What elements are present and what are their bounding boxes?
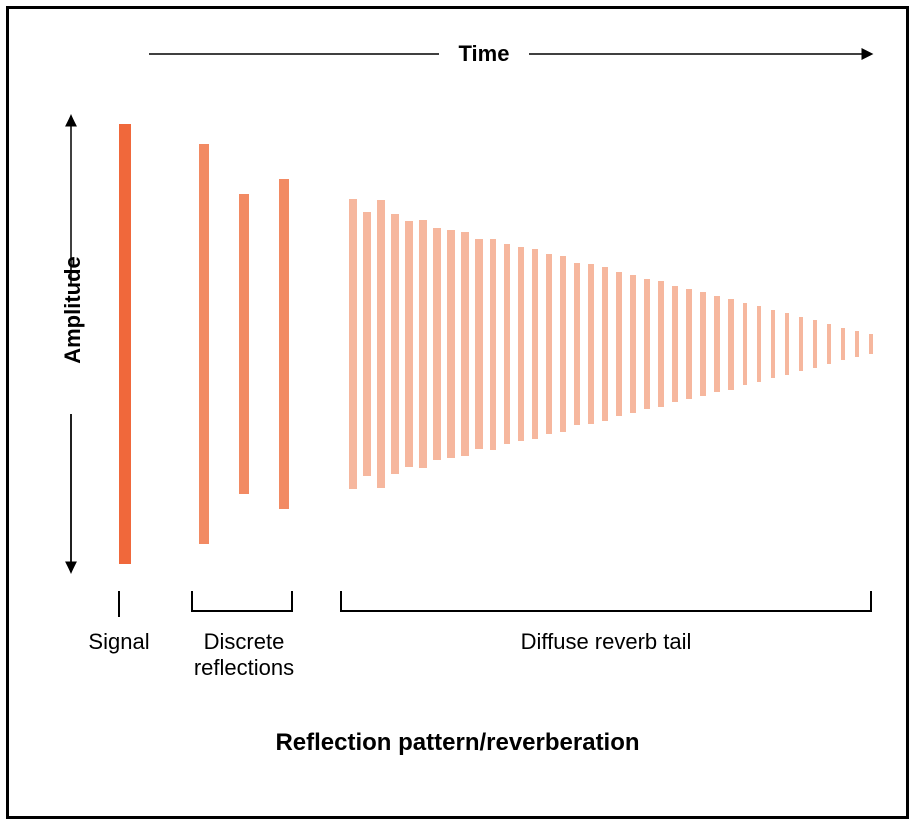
section-brackets (9, 9, 906, 816)
label-signal: Signal (69, 629, 169, 655)
label-discrete: Discretereflections (174, 629, 314, 682)
diagram-frame: Time Amplitude Signal Discretereflection… (6, 6, 909, 819)
label-diffuse: Diffuse reverb tail (341, 629, 871, 655)
diagram-title: Reflection pattern/reverberation (9, 729, 906, 757)
